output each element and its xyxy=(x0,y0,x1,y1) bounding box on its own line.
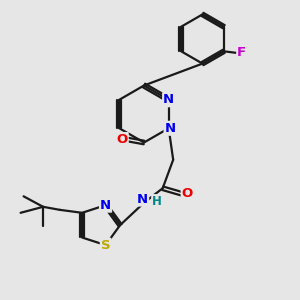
Text: O: O xyxy=(116,133,128,146)
Text: N: N xyxy=(163,93,174,106)
Text: H: H xyxy=(152,195,162,208)
Text: N: N xyxy=(100,199,111,212)
Text: O: O xyxy=(182,187,193,200)
Text: S: S xyxy=(101,238,110,252)
Text: N: N xyxy=(137,193,148,206)
Text: N: N xyxy=(165,122,176,135)
Text: F: F xyxy=(237,46,246,59)
